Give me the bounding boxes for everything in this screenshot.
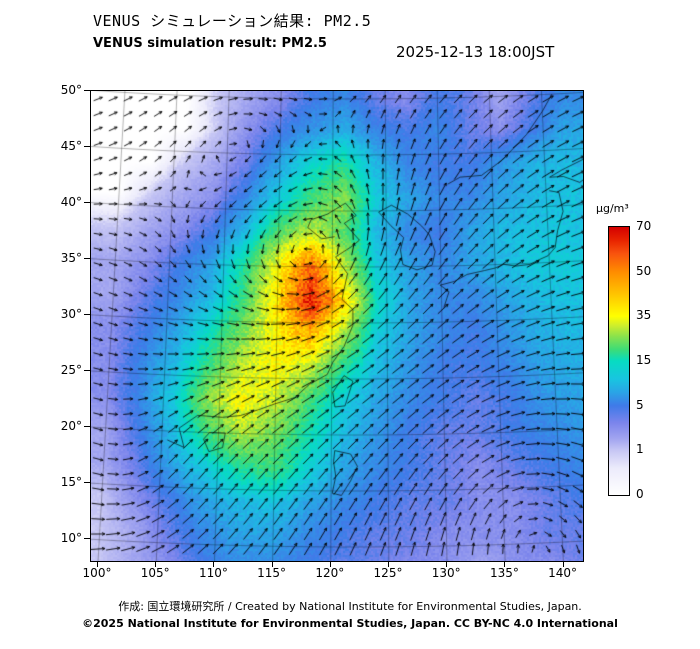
y-axis-tick-mark xyxy=(84,425,90,427)
y-axis-tick-label: 10° xyxy=(60,530,82,545)
x-axis-tick-mark xyxy=(155,561,157,567)
y-axis-tick-mark xyxy=(84,257,90,259)
pm25-concentration-map-canvas xyxy=(91,91,583,561)
x-axis-tick-mark xyxy=(504,561,506,567)
y-axis-tick-label: 30° xyxy=(60,306,82,321)
copyright-line: ©2025 National Institute for Environment… xyxy=(82,617,618,630)
x-axis-tick-label: 115° xyxy=(257,566,287,580)
y-axis-tick-mark xyxy=(84,537,90,539)
x-axis-tick-mark xyxy=(213,561,215,567)
y-axis-tick-label: 45° xyxy=(60,138,82,153)
y-axis-tick-label: 40° xyxy=(60,194,82,209)
map-plot-frame xyxy=(90,90,584,562)
y-axis-tick-mark xyxy=(84,145,90,147)
x-axis-tick-mark xyxy=(329,561,331,567)
x-axis-tick-label: 125° xyxy=(373,566,403,580)
page-title-english: VENUS simulation result: PM2.5 xyxy=(93,36,327,51)
x-axis-tick-mark xyxy=(97,561,98,567)
y-axis-tick-mark xyxy=(84,369,90,371)
x-axis-tick-label: 105° xyxy=(140,566,170,580)
x-axis-tick-mark xyxy=(388,561,389,567)
colorbar-tick-label: 15 xyxy=(636,353,652,367)
x-axis-tick-label: 100° xyxy=(82,566,112,580)
x-axis-tick-label: 135° xyxy=(489,566,519,580)
x-axis-tick-mark xyxy=(271,561,273,567)
credit-line: 作成: 国立環境研究所 / Created by National Instit… xyxy=(118,600,582,613)
x-axis-tick-label: 130° xyxy=(431,566,461,580)
y-axis-tick-mark xyxy=(84,481,90,483)
y-axis-tick-label: 35° xyxy=(60,250,82,265)
y-axis-tick-mark xyxy=(84,90,90,91)
page-title-japanese: VENUS シミュレーション結果: PM2.5 xyxy=(93,12,372,30)
x-axis-tick-mark xyxy=(562,561,564,567)
colorbar-unit-label: µg/m³ xyxy=(596,202,629,215)
colorbar-tick-label: 5 xyxy=(636,397,644,412)
y-axis-tick-label: 50° xyxy=(60,83,82,97)
colorbar-tick-label: 50 xyxy=(636,263,652,278)
y-axis-tick-mark xyxy=(84,313,90,315)
x-axis-tick-label: 110° xyxy=(198,566,228,580)
x-axis-tick-label: 140° xyxy=(548,566,578,580)
x-axis-tick-mark xyxy=(446,561,448,567)
colorbar-tick-label: 35 xyxy=(636,308,652,323)
x-axis-tick-label: 120° xyxy=(315,566,345,580)
y-axis-tick-label: 20° xyxy=(60,418,82,433)
y-axis-tick-label: 25° xyxy=(60,362,82,377)
valid-timestamp: 2025-12-13 18:00JST xyxy=(396,43,555,61)
colorbar xyxy=(608,226,630,496)
y-axis-tick-label: 15° xyxy=(60,474,82,489)
colorbar-tick-label: 70 xyxy=(636,219,652,233)
colorbar-tick-label: 0 xyxy=(636,487,644,501)
colorbar-tick-label: 1 xyxy=(636,442,644,457)
y-axis-tick-mark xyxy=(84,201,90,203)
